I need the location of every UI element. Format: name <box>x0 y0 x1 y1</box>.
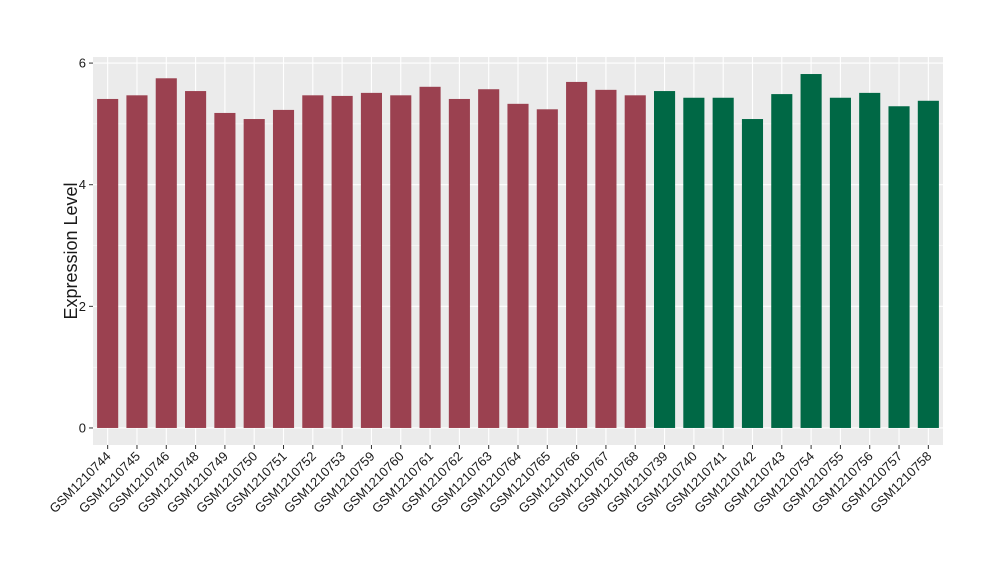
bar <box>859 92 881 428</box>
bar <box>624 95 646 428</box>
y-tick-label: 2 <box>79 299 86 314</box>
bar <box>185 91 207 428</box>
bar <box>243 119 265 428</box>
bar <box>331 95 353 428</box>
bar <box>917 100 939 428</box>
bar <box>888 106 910 428</box>
bar <box>771 94 793 428</box>
bar <box>126 95 148 428</box>
bar <box>478 89 500 428</box>
bar <box>360 92 382 428</box>
bar <box>741 119 764 428</box>
y-tick-label: 6 <box>79 56 86 71</box>
bar <box>595 89 617 428</box>
bar <box>214 112 236 428</box>
bar <box>390 95 412 428</box>
bar <box>566 81 588 428</box>
bar <box>272 109 295 428</box>
bar <box>155 78 177 428</box>
bar <box>800 74 822 428</box>
bar <box>536 109 558 428</box>
y-tick-label: 0 <box>79 420 86 435</box>
bar <box>829 97 851 428</box>
y-axis-label: Expression Level <box>61 182 81 319</box>
bar <box>302 95 324 428</box>
bar <box>419 86 441 428</box>
bar <box>507 103 529 428</box>
bar <box>712 97 734 428</box>
bar <box>97 98 119 428</box>
bar <box>448 98 470 428</box>
y-tick-label: 4 <box>79 177 86 192</box>
bar <box>654 91 676 428</box>
bar <box>683 97 705 428</box>
